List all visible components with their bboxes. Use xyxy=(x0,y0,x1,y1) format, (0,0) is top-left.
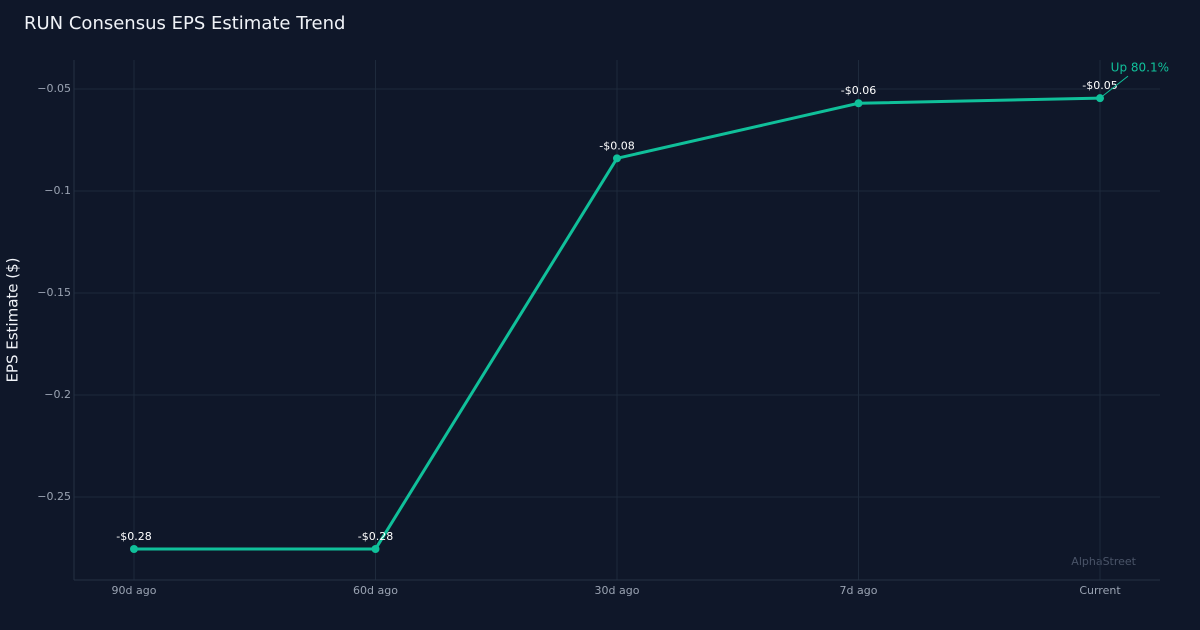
data-label: -$0.28 xyxy=(116,530,151,543)
x-tick-label: 30d ago xyxy=(595,584,640,597)
x-tick-label: 90d ago xyxy=(112,584,157,597)
chart-title: RUN Consensus EPS Estimate Trend xyxy=(24,13,345,34)
annotation-connector xyxy=(1099,75,1129,99)
y-tick-label: −0.2 xyxy=(44,388,71,401)
point xyxy=(854,99,863,108)
y-axis-label: EPS Estimate ($) xyxy=(4,257,22,382)
y-tick-label: −0.15 xyxy=(37,286,71,299)
data-label: -$0.06 xyxy=(841,84,876,97)
x-tick-label: 7d ago xyxy=(840,584,878,597)
watermark: AlphaStreet xyxy=(1071,555,1136,568)
x-tick-label: 60d ago xyxy=(353,584,398,597)
data-label: -$0.08 xyxy=(599,139,634,152)
point xyxy=(130,544,138,553)
point xyxy=(371,544,380,553)
data-label: -$0.05 xyxy=(1082,79,1117,92)
y-tick-label: −0.1 xyxy=(44,184,71,197)
data-label: -$0.28 xyxy=(358,530,393,543)
annotation: Up 80.1% xyxy=(1111,61,1169,75)
x-tick-label: Current xyxy=(1079,584,1121,597)
y-tick-label: −0.25 xyxy=(37,490,71,503)
y-tick-label: −0.05 xyxy=(37,82,71,95)
point xyxy=(613,154,621,163)
